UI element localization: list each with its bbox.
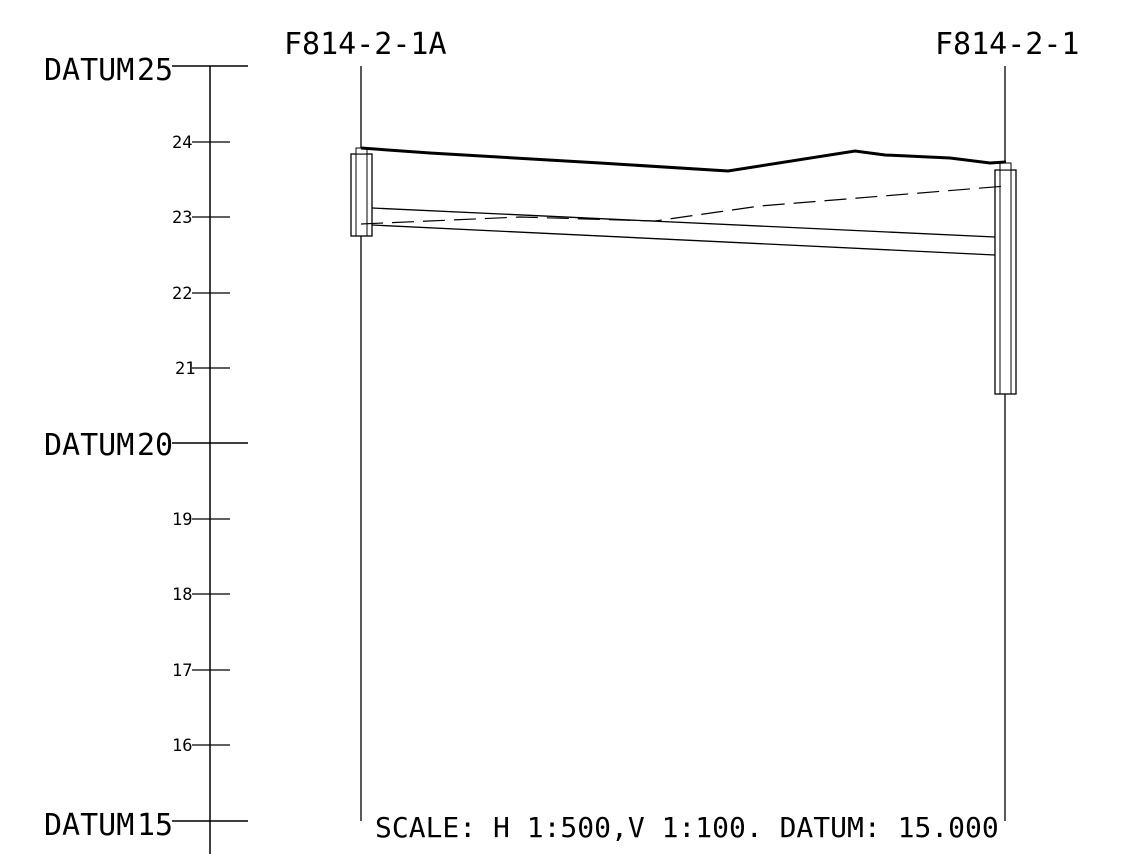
borehole-f814-2-1a: F814-2-1A — [284, 27, 447, 821]
datum-15: DATUM 15 — [44, 808, 248, 843]
minor-tick-24: 24 — [172, 133, 230, 153]
minor-tick-label: 19 — [172, 510, 192, 530]
minor-tick-label: 18 — [172, 585, 192, 605]
minor-tick-22: 22 — [172, 284, 230, 304]
minor-tick-18: 18 — [172, 585, 230, 605]
minor-tick-label: 16 — [172, 736, 192, 756]
minor-tick-label: 23 — [172, 208, 192, 228]
datum-label-prefix: DATUM — [44, 428, 134, 463]
scale-note: SCALE: H 1:500,V 1:100. DATUM: 15.000 — [375, 811, 999, 844]
minor-tick-label: 24 — [172, 133, 192, 153]
minor-tick-16: 16 — [172, 736, 230, 756]
water-table-line — [360, 185, 1007, 225]
datum-label-value: 20 — [137, 428, 173, 463]
minor-tick-label: 17 — [172, 661, 192, 681]
minor-tick-23: 23 — [172, 208, 230, 228]
borehole-label: F814-2-1A — [284, 27, 447, 62]
datum-label-value: 25 — [137, 53, 173, 88]
minor-tick-21: 21 — [175, 359, 230, 379]
borehole-label: F814-2-1 — [935, 27, 1080, 62]
datum-20: DATUM 20 — [44, 428, 248, 463]
minor-tick-label: 21 — [175, 359, 195, 379]
ground-surface-line — [360, 146, 1007, 173]
borehole-f814-2-1: F814-2-1 — [935, 27, 1080, 821]
borehole-column — [994, 169, 1017, 395]
datum-25: DATUM 25 — [44, 53, 248, 88]
layer-bottom-boundary — [371, 224, 996, 256]
minor-tick-label: 22 — [172, 284, 192, 304]
minor-tick-19: 19 — [172, 510, 230, 530]
borehole-cap — [999, 162, 1012, 171]
minor-tick-17: 17 — [172, 661, 230, 681]
datum-label-prefix: DATUM — [44, 808, 134, 843]
layer-top-boundary — [371, 207, 996, 238]
datum-label-value: 15 — [137, 808, 173, 843]
datum-label-prefix: DATUM — [44, 53, 134, 88]
